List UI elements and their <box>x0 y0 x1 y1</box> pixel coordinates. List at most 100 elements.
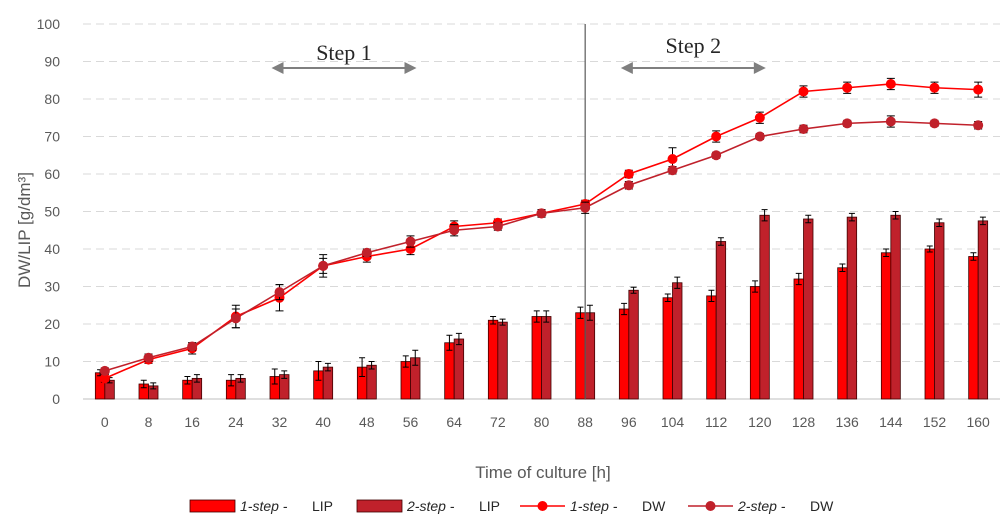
x-tick-label: 24 <box>228 414 244 430</box>
step-label: Step 2 <box>666 33 722 58</box>
bar <box>662 297 673 400</box>
x-tick-label: 120 <box>748 414 772 430</box>
y-tick-label: 100 <box>37 16 61 32</box>
step-annotations: Step 1 Step 2 <box>271 33 766 74</box>
legend-swatch <box>356 499 403 513</box>
x-tick-label: 152 <box>923 414 947 430</box>
y-tick-label: 30 <box>44 279 60 295</box>
legend-label: 2-step - <box>737 498 786 514</box>
data-point <box>187 341 198 352</box>
data-point <box>449 225 460 236</box>
data-point <box>230 313 241 324</box>
bar <box>715 241 727 400</box>
bar <box>968 256 979 400</box>
y-tick-label: 90 <box>44 54 60 70</box>
x-tick-label: 136 <box>835 414 859 430</box>
x-tick-label: 48 <box>359 414 375 430</box>
data-point <box>143 352 154 363</box>
y-tick-label: 20 <box>44 316 60 332</box>
bar <box>749 286 761 400</box>
bar <box>793 278 804 400</box>
bar <box>497 321 508 400</box>
bar <box>366 364 377 400</box>
data-point <box>929 118 940 129</box>
x-tick-label: 64 <box>446 414 462 430</box>
legend-swatch-marker <box>705 501 716 511</box>
grid-lines <box>83 23 1000 362</box>
step-arrow-head <box>404 62 417 74</box>
data-point <box>842 82 853 93</box>
bar <box>628 289 639 400</box>
legend-label-suffix: DW <box>810 498 834 514</box>
data-point <box>929 82 940 93</box>
x-tick-label: 40 <box>315 414 331 430</box>
data-point <box>623 180 634 191</box>
data-point <box>623 169 634 179</box>
legend: 1-step - LIP 2-step - LIP 1-step - DW 2-step -… <box>189 498 834 514</box>
data-point <box>754 112 765 123</box>
y-tick-label: 60 <box>44 166 60 182</box>
data-point <box>99 365 110 376</box>
step-label: Step 1 <box>316 40 372 65</box>
bar <box>541 316 552 400</box>
bar <box>880 252 892 400</box>
legend-label: 1-step - <box>240 498 288 514</box>
x-tick-label: 128 <box>792 414 816 430</box>
legend-label: 2-step - <box>406 498 455 514</box>
data-point <box>885 116 896 127</box>
bar <box>890 214 901 400</box>
data-point <box>536 208 547 219</box>
bar <box>672 282 683 400</box>
legend-swatch-marker <box>537 501 548 511</box>
data-point <box>973 84 984 95</box>
data-point <box>754 131 765 142</box>
data-point <box>405 236 416 247</box>
legend-label: 1-step - <box>570 498 618 514</box>
data-point <box>798 124 809 134</box>
x-tick-label: 96 <box>621 414 637 430</box>
bar <box>453 338 465 400</box>
y-tick-label: 40 <box>44 241 60 257</box>
x-tick-label: 112 <box>705 414 728 430</box>
y-tick-label: 70 <box>44 129 60 145</box>
data-point <box>405 244 416 254</box>
legend-label-suffix: DW <box>642 498 666 514</box>
data-point <box>99 373 110 384</box>
x-tick-label: 16 <box>184 414 200 430</box>
x-tick-label: 80 <box>534 414 550 430</box>
x-axis-title: Time of culture [h] <box>475 463 610 482</box>
y-tick-label: 80 <box>44 91 60 107</box>
step-arrow-head <box>271 62 284 74</box>
bar <box>924 248 935 400</box>
bar <box>487 319 499 400</box>
legend-label-suffix: LIP <box>312 498 333 514</box>
step-arrow-head <box>620 62 633 74</box>
bar <box>759 214 770 400</box>
legend-label-suffix: LIP <box>479 498 500 514</box>
y-axis-title: DW/LIP [g/dm³] <box>15 172 34 288</box>
x-tick-label: 104 <box>661 414 685 430</box>
data-point <box>667 165 678 176</box>
data-point <box>580 202 591 213</box>
bar <box>803 218 814 400</box>
x-tick-label: 160 <box>966 414 990 430</box>
bar <box>934 222 945 400</box>
bar-series <box>94 209 989 400</box>
y-tick-label: 50 <box>44 204 60 220</box>
x-tick-label: 88 <box>577 414 593 430</box>
bar <box>837 267 848 400</box>
data-point <box>318 260 329 271</box>
x-tick-label: 32 <box>272 414 288 430</box>
bar <box>846 216 858 400</box>
data-point <box>361 247 372 258</box>
data-point <box>711 131 722 142</box>
data-point <box>798 86 809 97</box>
data-point <box>973 120 984 131</box>
x-tick-label: 56 <box>403 414 419 430</box>
bar <box>977 220 989 400</box>
bar <box>322 366 334 400</box>
data-point <box>492 221 503 232</box>
x-tick-label: 0 <box>101 414 109 430</box>
legend-swatch <box>189 499 236 513</box>
data-point <box>842 118 853 129</box>
